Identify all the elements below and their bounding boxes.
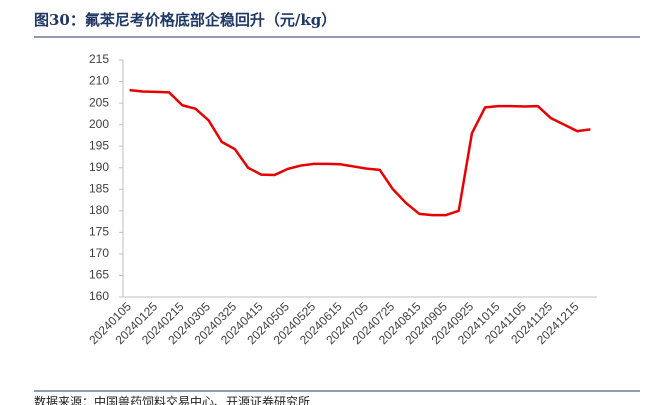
y-tick-label: 200 bbox=[89, 117, 109, 131]
y-tick-label: 215 bbox=[89, 52, 109, 66]
y-tick-label: 190 bbox=[89, 160, 109, 174]
chart-title: 图30：氟苯尼考价格底部企稳回升（元/kg） bbox=[34, 11, 336, 29]
y-tick-label: 205 bbox=[89, 95, 109, 109]
y-tick-label: 185 bbox=[89, 181, 109, 195]
series-line bbox=[129, 88, 591, 217]
y-tick-label: 180 bbox=[89, 203, 109, 217]
y-tick-label: 195 bbox=[89, 138, 109, 152]
source-note: 数据来源：中国兽药饲料交易中心、开源证券研究所 bbox=[34, 394, 310, 405]
y-tick-label: 165 bbox=[89, 268, 109, 282]
y-tick-label: 170 bbox=[89, 246, 109, 260]
y-tick-label: 175 bbox=[89, 225, 109, 239]
y-tick-label: 160 bbox=[89, 289, 109, 303]
y-tick-label: 210 bbox=[89, 74, 109, 88]
